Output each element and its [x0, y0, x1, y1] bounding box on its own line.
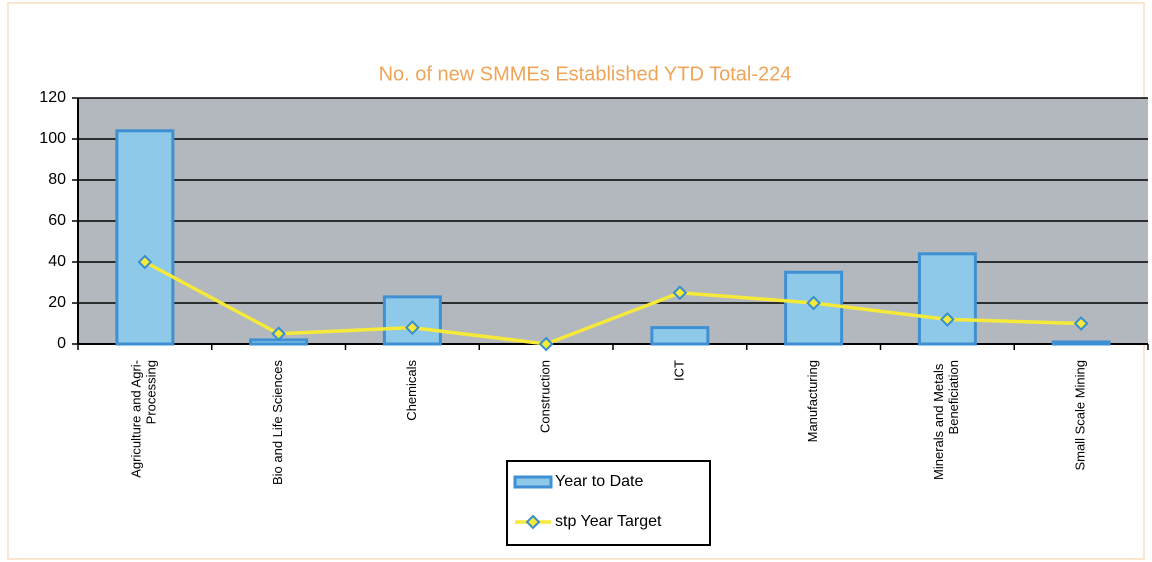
legend-label: stp Year Target	[555, 513, 662, 530]
marker	[538, 336, 554, 352]
x-tick-label: Chemicals	[404, 360, 419, 421]
marker	[939, 311, 955, 327]
marker	[137, 254, 153, 270]
y-tick-label: 20	[48, 294, 66, 311]
x-tick-label: Small Scale Mining	[1073, 360, 1088, 471]
y-tick-label: 80	[48, 171, 66, 188]
line	[144, 260, 1082, 346]
marker	[271, 326, 287, 342]
legend-label: Year to Date	[555, 473, 643, 490]
x-tick-label: Agriculture and Agri-Processing	[129, 360, 159, 478]
bar	[650, 326, 710, 346]
bar	[115, 129, 175, 346]
bar	[1051, 340, 1111, 346]
x-tick-label: Manufacturing	[805, 360, 820, 442]
legend	[506, 460, 711, 546]
y-tick-label: 0	[57, 335, 66, 352]
x-tick-label: Bio and Life Sciences	[270, 360, 285, 486]
marker	[404, 320, 420, 336]
marker	[672, 285, 688, 301]
chart-title: No. of new SMMEs Established YTD Total-2…	[379, 63, 792, 85]
bar	[917, 252, 977, 346]
marker	[1073, 316, 1089, 331]
x-tick-label: Construction	[538, 360, 553, 433]
marker	[806, 295, 822, 311]
y-tick-label: 100	[39, 130, 66, 147]
x-tick-label: ICT	[671, 360, 686, 381]
y-tick-label: 40	[48, 253, 66, 270]
y-tick-label: 60	[48, 212, 66, 229]
x-tick-label: Minerals and Metals Beneficiation	[931, 360, 961, 480]
legend-marker	[525, 514, 541, 530]
legend-swatch	[513, 475, 553, 489]
y-tick-label: 120	[39, 89, 66, 106]
